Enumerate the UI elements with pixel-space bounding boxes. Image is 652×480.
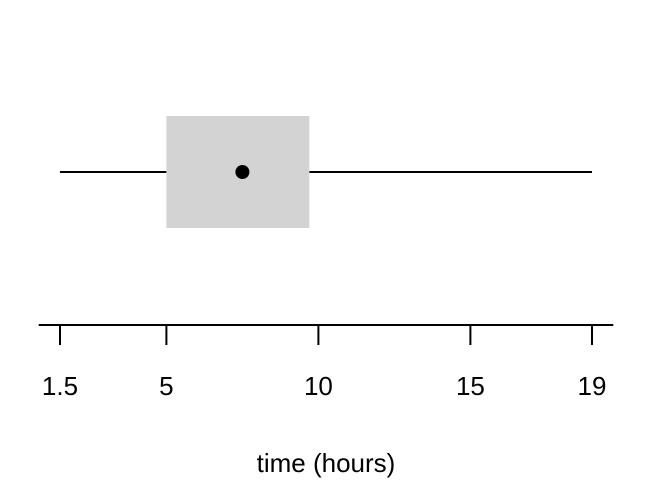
x-axis-tick-label: 15 (456, 371, 485, 401)
x-axis-tick-label: 19 (578, 371, 607, 401)
median-point (235, 165, 250, 179)
x-axis-tick-label: 10 (304, 371, 333, 401)
x-axis-tick-label: 5 (159, 371, 173, 401)
x-axis-title: time (hours) (257, 448, 396, 478)
plot-area (60, 116, 592, 228)
x-axis: 1.5 5 10 15 19 (38, 324, 614, 401)
x-axis-tick-label: 1.5 (42, 371, 78, 401)
x-axis-ticks: 1.5 5 10 15 19 (42, 325, 607, 401)
